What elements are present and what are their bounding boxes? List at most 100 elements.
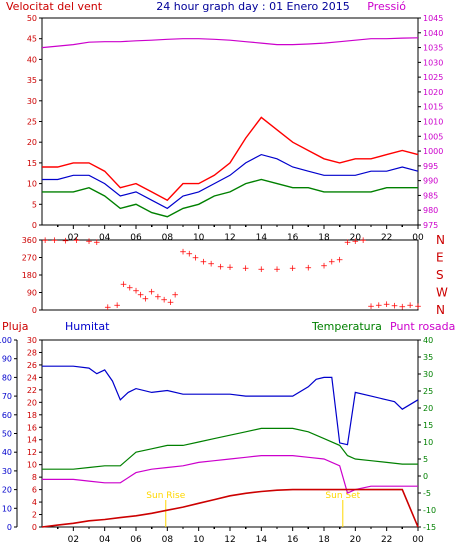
wind-axis-tick-label: 5 — [32, 200, 37, 209]
graph-title: 24 hour graph day : 01 Enero 2015 — [156, 0, 350, 13]
rain-axis-tick-label: 14 — [27, 436, 37, 445]
temperature-series — [42, 427, 418, 470]
direction-point: + — [104, 303, 112, 313]
rain-axis-tick-label: 18 — [27, 411, 37, 420]
humidity-axis-tick-label: 70 — [2, 392, 12, 401]
direction-point: + — [93, 238, 101, 248]
temperature-axis-tick-label: -15 — [423, 523, 436, 532]
direction-axis-tick-label: 0 — [32, 306, 37, 315]
x-tick-label: 20 — [350, 535, 362, 545]
pressure-axis-tick-label: 990 — [423, 177, 438, 186]
wind-axis-tick-label: 20 — [27, 138, 37, 147]
humidity-axis-tick-label: 80 — [2, 373, 12, 382]
humidity-axis-tick-label: 20 — [2, 486, 12, 495]
rain-axis-tick-label: 24 — [27, 373, 37, 382]
wind-axis-tick-label: 45 — [27, 35, 37, 44]
direction-point: + — [120, 280, 128, 290]
x-tick-label: 14 — [256, 233, 268, 243]
x-tick-label: 22 — [381, 233, 392, 243]
direction-point: + — [391, 302, 399, 312]
wind-axis-tick-label: 25 — [27, 118, 37, 127]
x-tick-label: 14 — [256, 535, 268, 545]
x-tick-label: 18 — [318, 233, 330, 243]
temperature-axis-tick-label: 15 — [423, 421, 433, 430]
direction-axis-tick-label: 90 — [27, 289, 37, 298]
humidity-axis-tick-label: 60 — [2, 411, 12, 420]
direction-point: + — [160, 295, 168, 305]
pressure-axis-tick-label: 1020 — [423, 88, 443, 97]
x-tick-label: 04 — [99, 233, 111, 243]
direction-point: + — [242, 264, 250, 274]
humidity-plot-area — [41, 339, 419, 528]
direction-point: + — [375, 301, 383, 311]
rain-axis-tick-label: 20 — [27, 398, 37, 407]
direction-point: + — [289, 264, 297, 274]
humidity-axis-tick-label: 40 — [2, 448, 12, 457]
pressure-axis-tick-label: 1015 — [423, 103, 443, 112]
humidity-axis-tick-label: 50 — [2, 430, 12, 439]
direction-point: + — [73, 236, 81, 246]
temperature-axis-tick-label: 25 — [423, 387, 433, 396]
pressure-axis-tick-label: 1025 — [423, 73, 443, 82]
direction-point: + — [41, 236, 49, 246]
direction-point: + — [142, 294, 150, 304]
x-tick-label: 02 — [68, 233, 79, 243]
direction-plot-area — [41, 239, 419, 311]
direction-label: E — [436, 251, 444, 265]
x-tick-label: 18 — [318, 535, 330, 545]
chart-panels: 0510152025303540455097598098599099510001… — [0, 14, 448, 545]
wind-axis-tick-label: 40 — [27, 55, 37, 64]
wind-plot-area — [41, 17, 419, 226]
wind-axis-tick-label: 35 — [27, 76, 37, 85]
pressure-axis-tick-label: 1035 — [423, 44, 443, 53]
wind-min-series — [42, 178, 418, 218]
sunrise-marker-label: Sun Rise — [146, 491, 185, 501]
rain-axis-tick-label: 8 — [32, 473, 37, 482]
direction-point: + — [179, 248, 187, 258]
direction-label: W — [436, 286, 448, 300]
temperature-axis-tick-label: 40 — [423, 336, 433, 345]
pressure-axis-tick-label: 1045 — [423, 14, 443, 23]
wind-axis-tick-label: 50 — [27, 14, 37, 23]
x-tick-label: 10 — [193, 233, 205, 243]
x-tick-label: 16 — [287, 535, 299, 545]
rain-axis-tick-label: 6 — [32, 486, 37, 495]
direction-point: + — [154, 292, 162, 302]
rain-axis-tick-label: 4 — [32, 498, 37, 507]
direction-point: + — [383, 300, 391, 310]
direction-point: + — [414, 302, 422, 312]
direction-point: + — [200, 257, 208, 267]
wind-axis-tick-label: 15 — [27, 159, 37, 168]
direction-point: + — [171, 290, 179, 300]
x-tick-label: 06 — [130, 535, 142, 545]
direction-point: + — [185, 250, 193, 260]
direction-point: + — [305, 264, 313, 274]
direction-axis-tick-label: 360 — [22, 236, 37, 245]
humidity-series — [42, 365, 419, 446]
pressure-axis-tick-label: 980 — [423, 206, 438, 215]
temperature-axis-tick-label: 30 — [423, 370, 433, 379]
x-tick-label: 12 — [224, 535, 235, 545]
temperature-axis-tick-label: 0 — [423, 472, 428, 481]
x-tick-label: 10 — [193, 535, 205, 545]
humidity-axis-tick-label: 10 — [2, 504, 12, 513]
wind-axis-tick-label: 10 — [27, 180, 37, 189]
direction-point: + — [328, 257, 336, 267]
rain-axis-tick-label: 28 — [27, 348, 37, 357]
pressure-axis-tick-label: 995 — [423, 162, 438, 171]
rain-axis-tick-label: 30 — [27, 336, 37, 345]
direction-point: + — [352, 237, 360, 247]
humidity-title: Humitat — [65, 320, 110, 333]
wind-axis-tick-label: 30 — [27, 97, 37, 106]
direction-point: + — [192, 254, 200, 264]
humidity-axis-tick-label: 100 — [0, 336, 12, 345]
rain-title: Pluja — [2, 320, 28, 333]
temperature-title: Temperatura — [311, 320, 382, 333]
direction-label: S — [436, 268, 444, 282]
direction-point: + — [85, 237, 93, 247]
temperature-axis-tick-label: 35 — [423, 353, 433, 362]
direction-point: + — [167, 298, 175, 308]
direction-point: + — [367, 302, 375, 312]
direction-point: + — [273, 265, 281, 275]
